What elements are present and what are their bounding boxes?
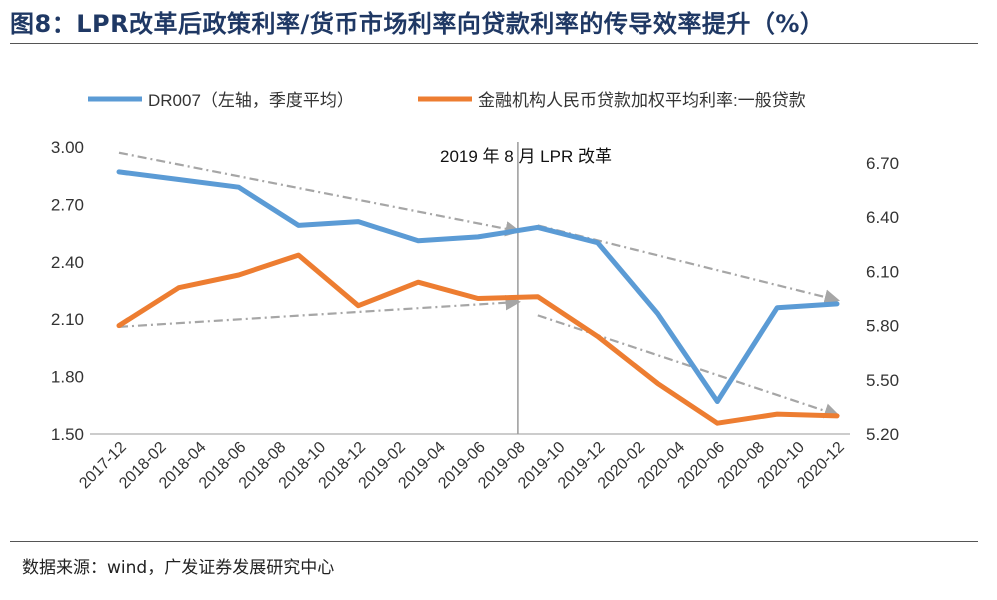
trend-lines: [118, 151, 840, 419]
chart-title: 图8：LPR改革后政策利率/货币市场利率向贷款利率的传导效率提升（%）: [10, 10, 825, 38]
left-y-tick-label: 2.10: [51, 310, 84, 329]
trend-line-4: [537, 314, 840, 419]
right-y-tick-label: 6.40: [866, 208, 899, 227]
left-y-tick-label: 3.00: [51, 138, 84, 157]
series-lines: [116, 169, 840, 426]
left-y-tick-label: 2.40: [51, 253, 84, 272]
legend-label-dr007: DR007（左轴，季度平均）: [148, 91, 354, 110]
left-y-tick-label: 2.70: [51, 195, 84, 214]
left-y-tick-label: 1.50: [51, 425, 84, 444]
legend-label-loan-rate: 金融机构人民币贷款加权平均利率:一般贷款: [478, 91, 806, 110]
right-y-tick-label: 6.70: [866, 154, 899, 173]
title-underline: [10, 43, 978, 44]
source-divider: [10, 541, 978, 542]
right-y-tick-label: 5.20: [866, 425, 899, 444]
trend-line-1: [118, 151, 521, 237]
trend-line-2: [118, 295, 521, 328]
legend: DR007（左轴，季度平均） 金融机构人民币贷款加权平均利率:一般贷款: [88, 91, 806, 110]
right-y-tick-label: 6.10: [866, 262, 899, 281]
lpr-reform-annotation: 2019 年 8 月 LPR 改革: [440, 147, 612, 166]
source-note: 数据来源：wind，广发证券发展研究中心: [22, 558, 335, 578]
right-y-tick-label: 5.50: [866, 371, 899, 390]
right-y-tick-label: 5.80: [866, 317, 899, 336]
left-y-tick-label: 1.80: [51, 368, 84, 387]
series-line-loan-rate: [116, 252, 840, 426]
series-line-dr007: [116, 169, 840, 404]
